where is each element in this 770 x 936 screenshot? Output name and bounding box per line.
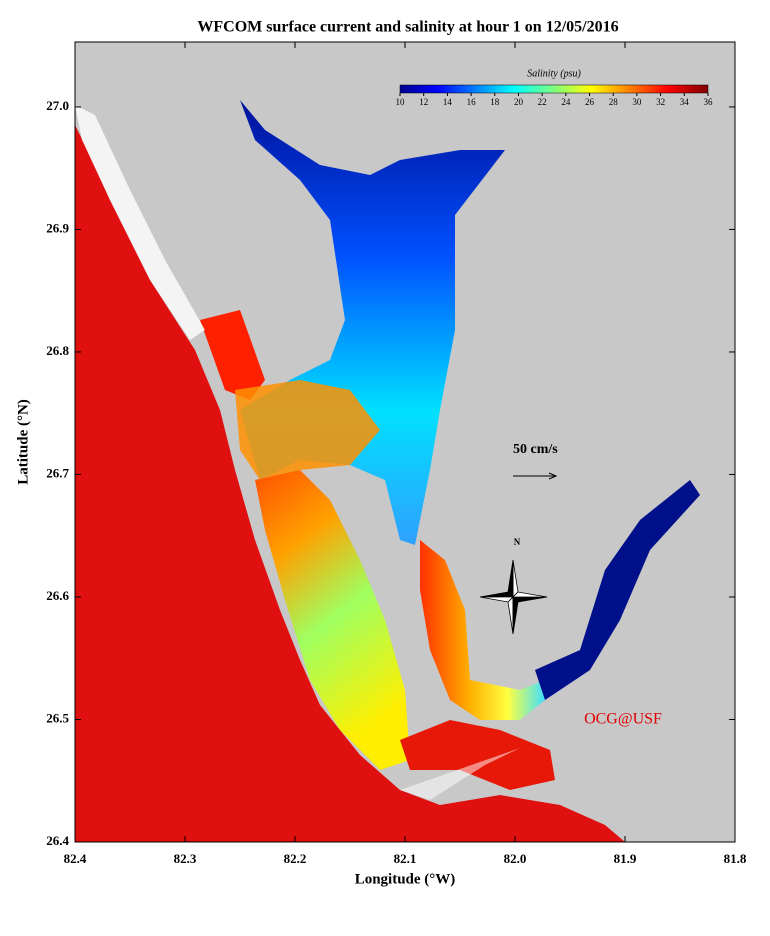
y-axis-label: Latitude (°N) [15,399,31,485]
x-tick-label: 82.4 [64,851,87,866]
colorbar-tick-label: 22 [538,97,547,107]
colorbar-tick-label: 16 [467,97,477,107]
colorbar [399,84,709,94]
x-tick-label: 81.8 [724,851,747,866]
colorbar-tick-label: 34 [680,97,690,107]
colorbar-tick-label: 36 [704,97,714,107]
pine-island-sound [255,470,410,770]
colorbar-tick-label: 20 [514,97,524,107]
colorbar-tick-label: 12 [419,97,428,107]
colorbar-tick-label: 10 [396,97,406,107]
colorbar-tick-label: 24 [561,97,571,107]
colorbar-label: Salinity (psu) [527,68,581,79]
y-tick-label: 26.9 [46,220,69,235]
y-tick-label: 26.8 [46,343,69,358]
gulf-water [75,125,625,842]
colorbar-tick-label: 32 [656,97,665,107]
y-tick-label: 26.7 [46,465,69,480]
y-tick-label: 26.6 [46,588,69,603]
x-tick-label: 81.9 [614,851,637,866]
caloosahatchee-river [535,480,700,700]
map-layer [75,42,735,842]
caloosahatchee-mouth [420,540,545,720]
credit: OCG@USF [584,711,662,728]
lemon-bay [200,310,265,400]
colorbar-tick-label: 18 [490,97,500,107]
x-tick-label: 82.3 [174,851,197,866]
x-tick-label: 82.1 [394,851,417,866]
compass-rose [479,559,548,635]
san-carlos-bay [400,720,555,790]
scale-label: 50 cm/s [513,442,558,457]
colorbar-tick-label: 14 [443,97,453,107]
colorbar-tick-label: 30 [632,97,642,107]
north-label: N [514,537,521,547]
scale-arrow [513,472,558,480]
x-tick-label: 82.2 [284,851,307,866]
y-tick-label: 27.0 [46,98,69,113]
harbor-mouth [235,380,380,480]
x-axis-label: Longitude (°W) [355,871,456,887]
y-tick-label: 26.5 [46,710,69,725]
colorbar-tick-label: 26 [585,97,595,107]
y-tick-label: 26.4 [46,833,69,848]
colorbar-tick-label: 28 [609,97,619,107]
x-tick-label: 82.0 [504,851,527,866]
shoal [400,748,520,800]
barrier-islands [75,105,205,340]
chart-title: WFCOM surface current and salinity at ho… [197,19,618,36]
